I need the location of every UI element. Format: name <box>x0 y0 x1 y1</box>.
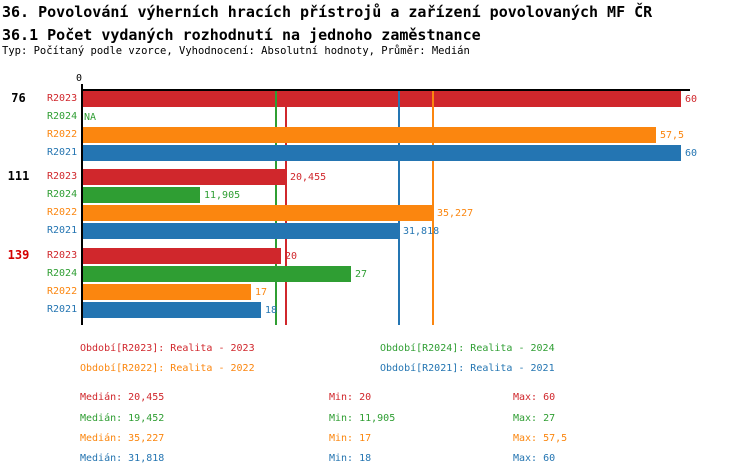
bar-series-label: R2023 <box>47 250 78 261</box>
legend-item-r2023: Období[R2023]: Realita - 2023 <box>80 343 255 354</box>
stat-median-r2024: Medián: 19,452 <box>80 413 165 424</box>
bar-value-label: 31,818 <box>403 226 440 237</box>
bar-r2023 <box>83 91 681 107</box>
bar-r2024 <box>83 266 351 282</box>
bar-series-label: R2021 <box>47 304 78 315</box>
bar-value-label: 27 <box>355 269 368 280</box>
bar-value-label: 57,5 <box>660 130 685 141</box>
stat-max-r2024: Max: 27 <box>513 413 556 424</box>
bar-value-label: 17 <box>255 287 268 298</box>
y-axis-line <box>81 84 83 325</box>
bar-value-label: 60 <box>685 148 698 159</box>
legend-item-r2024: Období[R2024]: Realita - 2024 <box>380 343 555 354</box>
bar-series-label: R2024 <box>47 268 78 279</box>
axis-zero-label: 0 <box>75 73 83 84</box>
bar-series-label: R2023 <box>47 171 78 182</box>
report-title: 36. Povolování výherních hracích přístro… <box>2 3 653 21</box>
bar-value-label: 20 <box>285 251 298 262</box>
x-axis-line <box>81 89 690 91</box>
bar-r2022 <box>83 284 251 300</box>
bar-series-label: R2024 <box>47 189 78 200</box>
bar-series-label: R2021 <box>47 225 78 236</box>
bar-r2021 <box>83 145 681 161</box>
bar-series-label: R2022 <box>47 129 78 140</box>
bar-r2022 <box>83 205 433 221</box>
bar-series-label: R2023 <box>47 93 78 104</box>
legend-item-r2021: Období[R2021]: Realita - 2021 <box>380 363 555 374</box>
stat-median-r2021: Medián: 31,818 <box>80 453 165 464</box>
group-label: 111 <box>7 169 30 183</box>
stat-min-r2023: Min: 20 <box>329 392 372 403</box>
bar-series-label: R2022 <box>47 207 78 218</box>
bar-r2022 <box>83 127 656 143</box>
bar-r2024 <box>83 187 200 203</box>
bar-r2023 <box>83 169 286 185</box>
stat-median-r2023: Medián: 20,455 <box>80 392 165 403</box>
bar-value-label: 35,227 <box>437 208 474 219</box>
stat-min-r2024: Min: 11,905 <box>329 413 396 424</box>
bar-series-label: R2021 <box>47 147 78 158</box>
group-label: 139 <box>7 248 30 262</box>
stat-max-r2022: Max: 57,5 <box>513 433 568 444</box>
bar-r2021 <box>83 302 261 318</box>
bar-r2021 <box>83 223 399 239</box>
group-label: 76 <box>11 91 26 105</box>
stat-max-r2021: Max: 60 <box>513 453 556 464</box>
bar-r2023 <box>83 248 281 264</box>
bar-series-label: R2022 <box>47 286 78 297</box>
stat-median-r2022: Medián: 35,227 <box>80 433 165 444</box>
legend-item-r2022: Období[R2022]: Realita - 2022 <box>80 363 255 374</box>
chart-title: 36.1 Počet vydaných rozhodnutí na jednoh… <box>2 26 481 44</box>
median-line-r2022 <box>432 89 435 325</box>
stat-min-r2022: Min: 17 <box>329 433 372 444</box>
bar-value-label: 20,455 <box>290 172 327 183</box>
stat-min-r2021: Min: 18 <box>329 453 372 464</box>
bar-value-label: NA <box>84 112 97 123</box>
bar-value-label: 11,905 <box>204 190 241 201</box>
stat-max-r2023: Max: 60 <box>513 392 556 403</box>
bar-series-label: R2024 <box>47 111 78 122</box>
chart-meta-line: Typ: Počítaný podle vzorce, Vyhodnocení:… <box>2 45 470 57</box>
bar-value-label: 60 <box>685 94 698 105</box>
bar-value-label: 18 <box>265 305 278 316</box>
